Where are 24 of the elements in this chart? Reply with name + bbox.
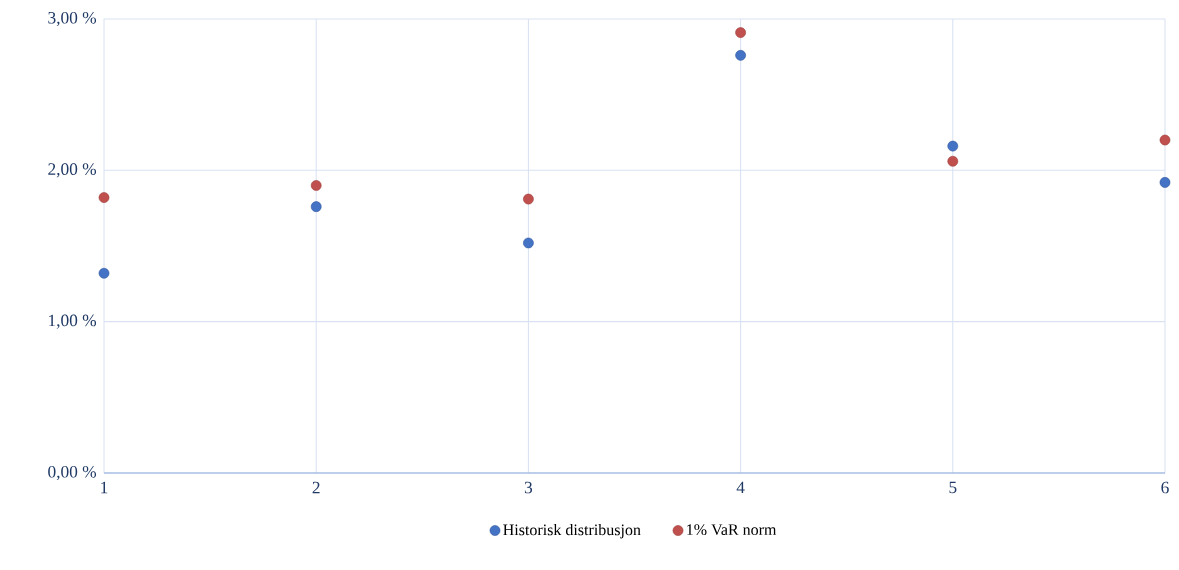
x-tick-label: 3 bbox=[524, 481, 533, 494]
point bbox=[523, 237, 534, 249]
x-tick-label: 6 bbox=[1161, 481, 1169, 494]
point bbox=[523, 193, 534, 205]
x-tick-label: 4 bbox=[736, 481, 745, 494]
point bbox=[98, 192, 110, 203]
y-tick-label: 3,00 % bbox=[48, 11, 97, 27]
point bbox=[947, 140, 959, 152]
legend-label: Historisk distribusjon bbox=[503, 523, 641, 539]
point bbox=[310, 180, 322, 191]
x-tick-label: 5 bbox=[949, 481, 957, 494]
point bbox=[1159, 134, 1171, 146]
y-tick-label: 1,00 % bbox=[49, 314, 97, 329]
point bbox=[98, 267, 110, 279]
x-tick-label: 2 bbox=[312, 481, 320, 494]
point bbox=[947, 155, 959, 167]
y-tick-label: 2,00 % bbox=[48, 163, 97, 178]
y-tick-label: 0,00 % bbox=[48, 465, 97, 481]
point bbox=[735, 27, 746, 38]
point bbox=[1159, 177, 1171, 188]
point bbox=[735, 49, 746, 61]
legend-label: 1% VaR norm bbox=[687, 524, 777, 536]
point bbox=[310, 201, 322, 212]
x-tick-label: 1 bbox=[101, 481, 108, 494]
